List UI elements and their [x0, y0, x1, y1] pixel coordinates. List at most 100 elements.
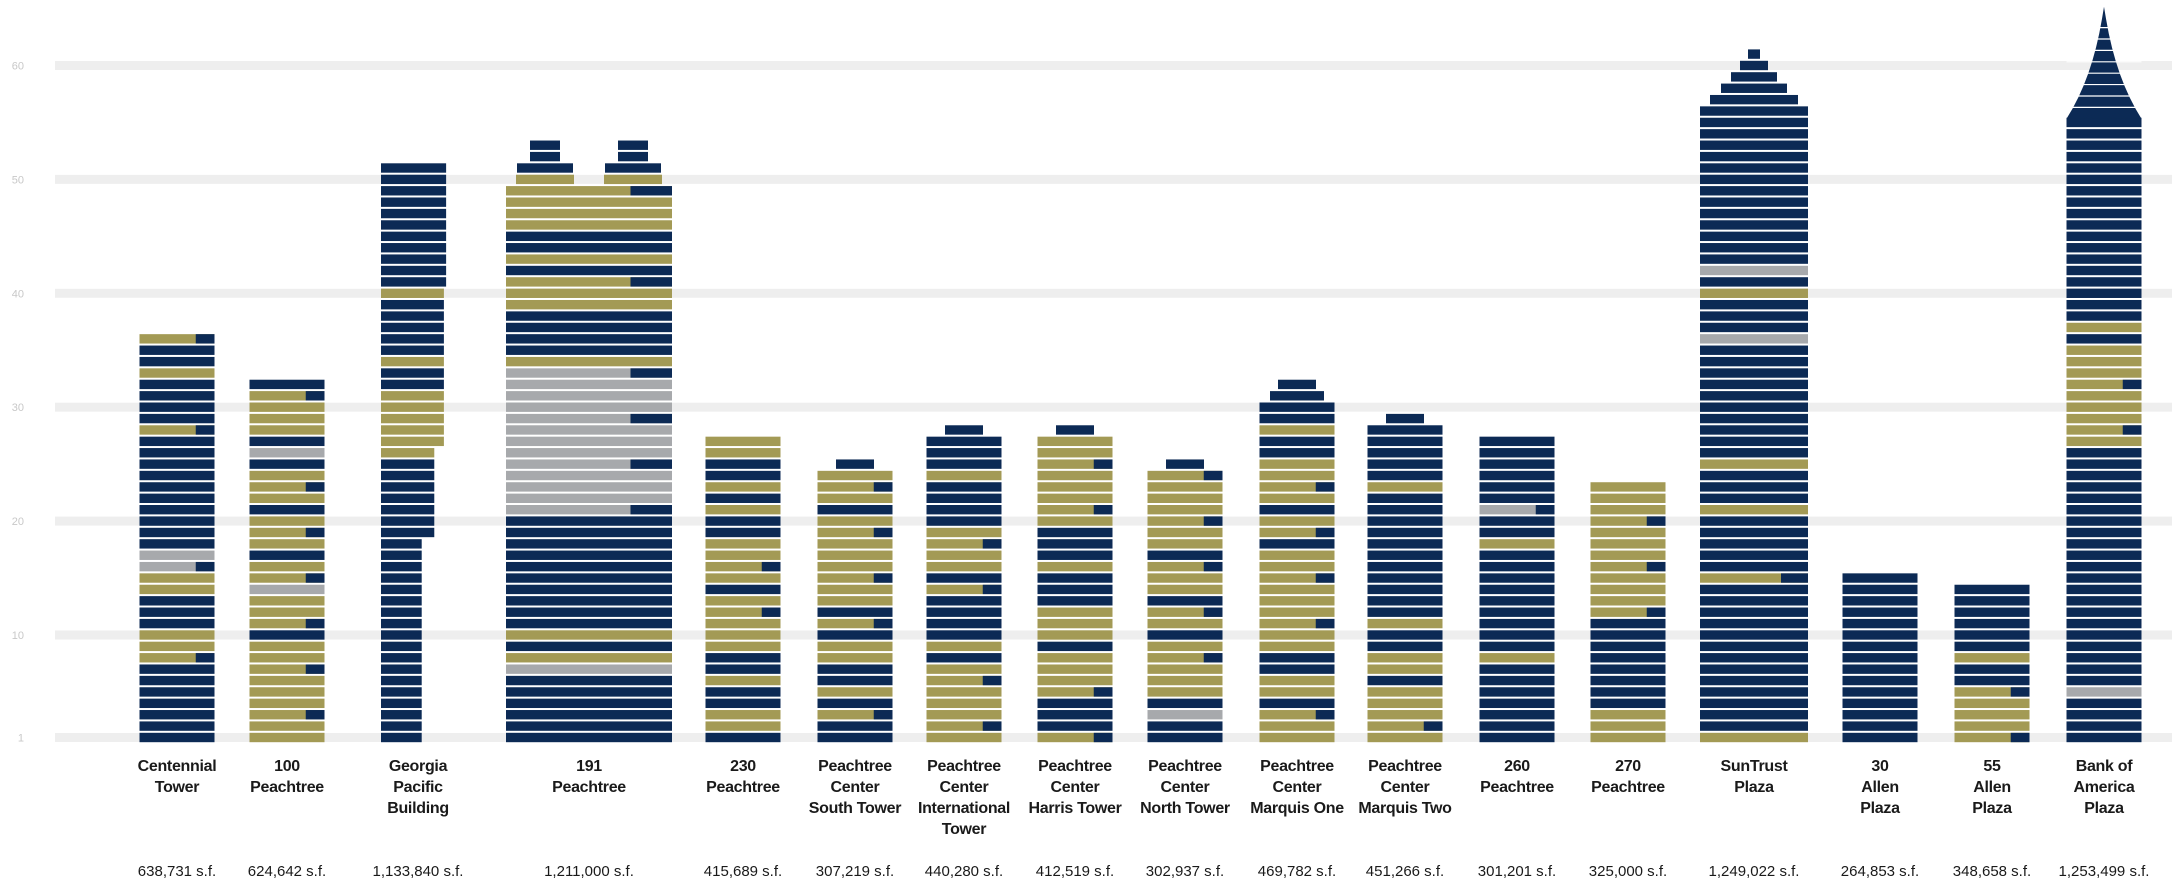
floor-19: [506, 527, 672, 538]
floor-40: [381, 288, 444, 298]
floor-11: [1147, 618, 1223, 629]
floor-19: [139, 527, 215, 538]
floor-3: [1842, 710, 1918, 720]
floor-31: [2066, 391, 2142, 401]
floor-5: [817, 687, 893, 697]
floor-6: [2066, 675, 2142, 686]
floor-13: [817, 596, 893, 606]
floor-52: [2066, 151, 2142, 162]
crown-tier-1: [1056, 425, 1094, 435]
floor-19: [1037, 527, 1113, 538]
floor-14: [139, 584, 215, 595]
floor-19: [1590, 527, 1666, 538]
floor-41: [381, 277, 447, 287]
floor-1: [381, 732, 422, 743]
floor-3: [1147, 710, 1223, 720]
floor-32: [1700, 379, 1808, 390]
floor-2: [1147, 721, 1223, 731]
floor-29: [1700, 413, 1808, 424]
building-name-14: SunTrust Plaza: [1721, 758, 1789, 796]
floor-20: [1147, 516, 1223, 526]
building-name-15: 30 Allen Plaza: [1860, 758, 1900, 817]
floor-7: [1954, 664, 2030, 674]
crown-tier-2: [1721, 83, 1787, 93]
floor-13: [1037, 596, 1113, 606]
floor-split-14: [982, 584, 1002, 595]
floor-18: [1700, 539, 1808, 549]
building-name-5: 230 Peachtree: [706, 758, 780, 796]
building-area-10: 469,782 s.f.: [1258, 863, 1336, 880]
floor-20: [705, 516, 781, 526]
floor-split-7: [305, 664, 325, 674]
floor-39: [1700, 299, 1808, 310]
floor-17: [2066, 550, 2142, 560]
floor-11: [1367, 618, 1443, 629]
floor-14: [1842, 584, 1918, 595]
floor-24: [139, 470, 215, 481]
floor-9: [1479, 641, 1555, 652]
floor-21: [381, 505, 435, 515]
floor-split-11: [873, 618, 893, 629]
floor-4: [2066, 698, 2142, 709]
floor-42: [1700, 265, 1808, 276]
floor-28: [2066, 425, 2142, 435]
floor-3: [926, 710, 1002, 720]
floor-14: [1590, 584, 1666, 595]
floor-5: [1259, 687, 1335, 697]
floor-28: [1367, 425, 1443, 435]
floor-22: [381, 493, 435, 504]
floor-4: [705, 698, 781, 709]
floor-4: [1147, 698, 1223, 709]
building-5: [705, 436, 781, 743]
floor-split-15: [1781, 573, 1808, 583]
floor-22: [139, 493, 215, 504]
floor-18: [1367, 539, 1443, 549]
floor-22: [1479, 493, 1555, 504]
floor-4: [817, 698, 893, 709]
floor-13: [1590, 596, 1666, 606]
floor-6: [1367, 675, 1443, 686]
floor-split-23: [1315, 482, 1335, 492]
twin-tower-2-tier-3: [618, 151, 648, 162]
floor-9: [1842, 641, 1918, 652]
floor-18: [817, 539, 893, 549]
floor-split-12: [761, 607, 781, 617]
floor-1: [2066, 732, 2142, 743]
floor-13: [1147, 596, 1223, 606]
floor-18: [1479, 539, 1555, 549]
floor-33: [506, 368, 672, 378]
floor-split-19: [305, 527, 325, 538]
floor-3: [139, 710, 215, 720]
floor-54: [2066, 129, 2142, 139]
floor-2: [1259, 721, 1335, 731]
floor-20: [2066, 516, 2142, 526]
floor-16: [1479, 561, 1555, 572]
floor-21: [705, 505, 781, 515]
floor-1: [1842, 732, 1918, 743]
floor-9: [381, 641, 422, 652]
gridline-50: [55, 174, 2172, 184]
floor-4: [139, 698, 215, 709]
floor-21: [1259, 505, 1335, 515]
floor-14: [2066, 584, 2142, 595]
floor-40: [1700, 288, 1808, 298]
floor-10: [1479, 630, 1555, 640]
floor-27: [506, 436, 672, 447]
floor-12: [1954, 607, 2030, 617]
floor-26: [705, 448, 781, 458]
floor-22: [249, 493, 325, 504]
floor-8: [1590, 653, 1666, 663]
floor-3: [1954, 710, 2030, 720]
floor-1: [817, 732, 893, 743]
floor-23: [2066, 482, 2142, 492]
floor-split-33: [630, 368, 672, 378]
floor-split-11: [1315, 618, 1335, 629]
floor-split-5: [2010, 687, 2030, 697]
floor-2: [506, 721, 672, 731]
floor-10: [1842, 630, 1918, 640]
floor-8: [1037, 653, 1113, 663]
floor-50: [2066, 174, 2142, 185]
floor-6: [1479, 675, 1555, 686]
floor-7: [1479, 664, 1555, 674]
building-12: [1479, 436, 1555, 743]
